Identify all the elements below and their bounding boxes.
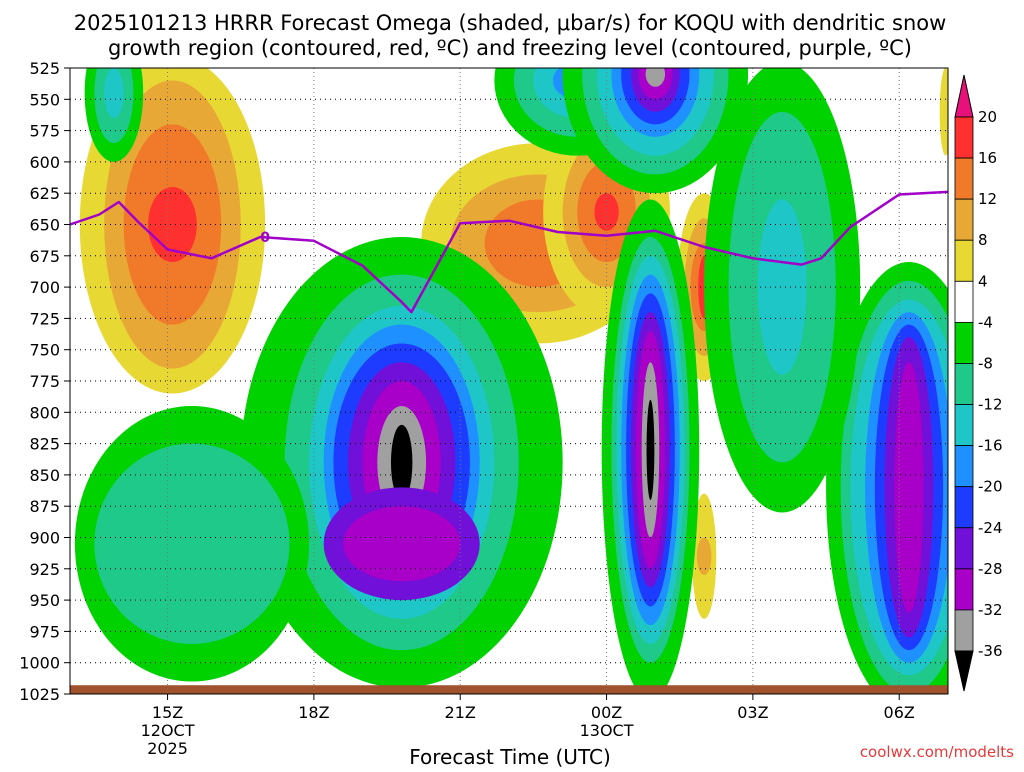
colorbar-bin-16to20 [954, 116, 974, 159]
y-tick-label-575: 575 [29, 122, 60, 141]
y-tick-label-825: 825 [29, 435, 60, 454]
y-tick-label-625: 625 [29, 184, 60, 203]
upward-motion-0130z-low-level-8 [696, 537, 712, 576]
x-tick-date-12OCT: 12OCT [141, 721, 195, 740]
colorbar-bottom-arrow [954, 650, 974, 692]
downward-motion-19z-low-level--28 [343, 506, 461, 582]
colorbar-bin--20to-16 [954, 445, 974, 488]
upward-motion-07z-top-level-4 [939, 68, 948, 156]
y-tick-label-725: 725 [29, 309, 60, 328]
colorbar-bin-12to16 [954, 157, 974, 200]
colorbar-bin--12to-8 [954, 363, 974, 405]
downward-motion-01z-top-level--32 [645, 68, 666, 87]
y-tick-label-900: 900 [29, 529, 60, 548]
colorbar-tick-label-4: 4 [978, 272, 988, 290]
x-tick-year-2025: 2025 [147, 739, 188, 758]
chart-title-line2: growth region (contoured, red, ºC) and f… [108, 36, 912, 60]
downward-motion-04z-level--12 [757, 199, 807, 375]
y-tick-label-950: 950 [29, 591, 60, 610]
colorbar-bin--36to-32 [954, 609, 974, 652]
colorbar-bin-8to12 [954, 198, 974, 241]
x-tick-label-18Z: 18Z [298, 703, 329, 722]
colorbar-tick-label-12: 12 [978, 190, 997, 208]
colorbar-tick-label--4: -4 [978, 313, 993, 331]
y-tick-label-850: 850 [29, 466, 60, 485]
downward-motion-1430z-low-level--8 [94, 443, 290, 644]
colorbar-tick-label--8: -8 [978, 354, 993, 372]
colorbar: 20 16 12 8 4 -4 -8 -12 -16 -20 -24 -28 -32 -36 [954, 74, 1003, 692]
grid-lines [70, 67, 948, 695]
y-tick-label-650: 650 [29, 216, 60, 235]
y-tick-label-600: 600 [29, 153, 60, 172]
freezing-level-line [69, 190, 949, 314]
y-tick-label-875: 875 [29, 497, 60, 516]
colorbar-bin--16to-12 [954, 404, 974, 447]
x-tick-label-15Z: 15Z [152, 703, 183, 722]
freezing-level-contour: 0 [69, 190, 949, 314]
colorbar-bin--32to-28 [954, 568, 974, 611]
x-tick-label-00Z: 00Z [591, 703, 622, 722]
colorbar-tick-label-16: 16 [978, 149, 997, 167]
colorbar-bin--8to-4 [954, 321, 974, 364]
y-tick-label-1025: 1025 [19, 685, 60, 704]
colorbar-tick-label--36: -36 [978, 642, 1003, 660]
freezing-level-label: 0 [260, 230, 270, 246]
downward-motion-01z-level--36 [646, 399, 655, 500]
downward-motion-1330z-top-level--12 [104, 68, 124, 119]
y-tick-label-525: 525 [29, 59, 60, 78]
omega-shading [74, 68, 948, 694]
colorbar-tick-label--28: -28 [978, 560, 1003, 578]
y-tick-label-750: 750 [29, 341, 60, 360]
y-tick-label-775: 775 [29, 372, 60, 391]
y-tick-label-1000: 1000 [19, 654, 60, 673]
colorbar-tick-label--12: -12 [978, 396, 1003, 414]
credit-text: coolwx.com/modelts [860, 743, 1014, 761]
colorbar-tick-label--20: -20 [978, 478, 1003, 496]
y-tick-label-975: 975 [29, 622, 60, 641]
y-tick-label-675: 675 [29, 247, 60, 266]
downward-motion-0630z-level--28 [894, 362, 924, 613]
colorbar-bin-4to8 [954, 239, 974, 282]
x-axis-label: Forecast Time (UTC) [409, 745, 611, 768]
x-tick-label-03Z: 03Z [737, 703, 768, 722]
omega-feature-group [74, 68, 948, 694]
x-tick-label-21Z: 21Z [445, 703, 476, 722]
colorbar-bin--24to-20 [954, 486, 974, 529]
ground-strip [70, 685, 948, 694]
upward-motion-00z-level-16 [594, 193, 619, 231]
colorbar-tick-label--24: -24 [978, 519, 1003, 537]
chart-title-line1: 2025101213 HRRR Forecast Omega (shaded, … [74, 11, 947, 35]
colorbar-tick-label-20: 20 [978, 108, 997, 126]
y-axis: 525 550 575 600 625 650 675 700 725 750 775 800 825 8… [19, 59, 70, 704]
colorbar-tick-label-8: 8 [978, 231, 988, 249]
downward-motion-20z-level--36 [390, 424, 413, 500]
colorbar-tick-label--16: -16 [978, 437, 1003, 455]
y-tick-label-800: 800 [29, 403, 60, 422]
y-tick-label-550: 550 [29, 90, 60, 109]
colorbar-bin--28to-24 [954, 527, 974, 570]
x-tick-date-13OCT: 13OCT [580, 721, 634, 740]
colorbar-top-arrow [954, 74, 974, 118]
x-tick-label-06Z: 06Z [884, 703, 915, 722]
colorbar-bin--4to4 [954, 280, 974, 323]
colorbar-tick-label--32: -32 [978, 601, 1003, 619]
ground-layer [70, 685, 948, 694]
y-tick-label-925: 925 [29, 560, 60, 579]
y-tick-label-700: 700 [29, 278, 60, 297]
